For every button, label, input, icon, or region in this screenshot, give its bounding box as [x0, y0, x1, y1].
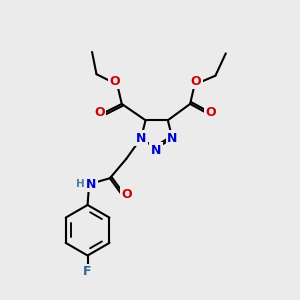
Text: N: N: [136, 132, 146, 145]
Text: N: N: [167, 132, 178, 145]
Text: O: O: [122, 188, 132, 201]
Text: H: H: [76, 179, 85, 189]
Text: O: O: [206, 106, 216, 119]
Text: O: O: [109, 74, 120, 88]
Text: N: N: [86, 178, 97, 191]
Text: O: O: [94, 106, 105, 119]
Text: N: N: [151, 143, 161, 157]
Text: O: O: [191, 74, 201, 88]
Text: F: F: [83, 266, 92, 278]
